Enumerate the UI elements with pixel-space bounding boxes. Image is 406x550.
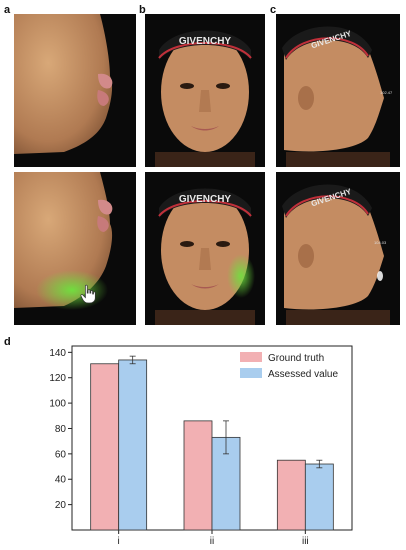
measurement-annotation: 102.47 [380, 90, 393, 95]
bar-ground-truth [183, 420, 213, 531]
panel-label-b: b [139, 4, 146, 16]
photo-b-bottom: GIVENCHY [145, 172, 265, 325]
legend-label: Assessed value [268, 369, 338, 380]
hand-cursor-icon [80, 284, 96, 304]
legend-label: Ground truth [268, 353, 324, 364]
bar-chart: 20 40 60 80 100 120 140 i ii iii Ground truth Asses… [0, 338, 406, 550]
x-tick-label: iii [302, 536, 309, 547]
photo-a-top [14, 14, 136, 167]
y-tick-label: 140 [49, 348, 66, 359]
legend-swatch [240, 368, 262, 378]
photo-a-bottom [14, 172, 136, 325]
headband-text: GIVENCHY [179, 36, 232, 47]
bar-ground-truth [276, 459, 306, 531]
bar-ground-truth [90, 363, 120, 531]
x-tick-label: i [118, 536, 120, 547]
panel-label-c: c [270, 4, 277, 16]
y-tick-label: 60 [55, 449, 67, 460]
panel-label-a: a [4, 4, 11, 16]
bar-assessed-value [304, 463, 334, 531]
y-tick-label: 40 [55, 475, 67, 486]
panel-label-d: d [4, 336, 11, 348]
y-tick-label: 120 [49, 373, 66, 384]
headband-text: GIVENCHY [179, 194, 232, 205]
photo-b-top: GIVENCHY [145, 14, 265, 167]
x-tick-label: ii [210, 536, 214, 547]
bar-assessed-value [118, 359, 148, 531]
legend-swatch [240, 352, 262, 362]
photo-c-bottom: GIVENCHY 104.03 [276, 172, 400, 325]
y-tick-label: 100 [49, 399, 66, 410]
measurement-annotation: 104.03 [374, 240, 387, 245]
y-tick-label: 20 [55, 500, 67, 511]
y-tick-label: 80 [55, 424, 67, 435]
photo-c-top: GIVENCHY 102.47 [276, 14, 400, 167]
